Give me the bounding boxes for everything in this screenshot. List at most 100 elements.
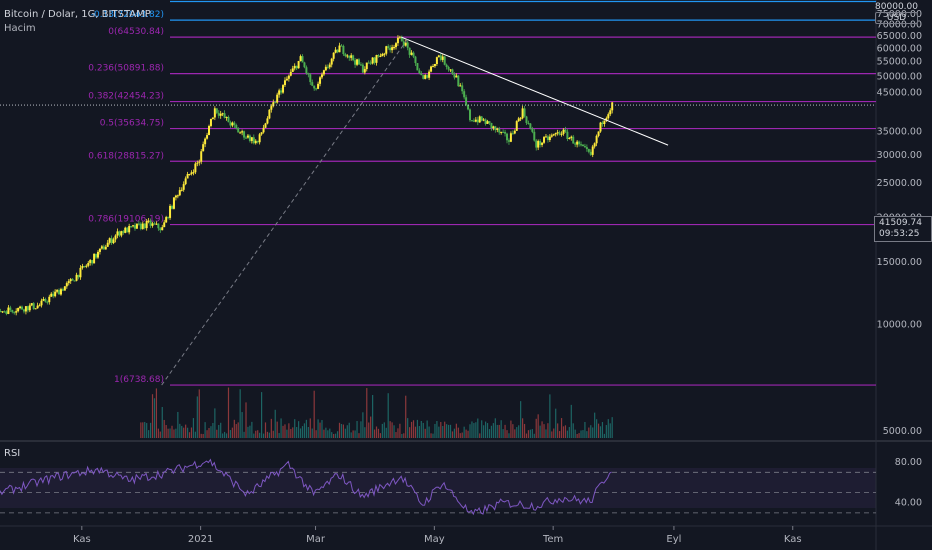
rsi-legend[interactable]: RSI bbox=[4, 448, 21, 459]
candle-body bbox=[206, 135, 209, 139]
volume-bar bbox=[588, 427, 590, 438]
candle-body bbox=[52, 293, 55, 297]
candle-body bbox=[488, 121, 491, 123]
volume-bar bbox=[169, 428, 171, 438]
volume-bar bbox=[173, 429, 175, 438]
volume-bar bbox=[520, 401, 522, 438]
volume-bar bbox=[149, 422, 152, 438]
candle-body bbox=[449, 69, 452, 71]
candle-body bbox=[474, 119, 477, 122]
candle-body bbox=[178, 190, 181, 196]
candle-body bbox=[141, 223, 144, 229]
candle-body bbox=[322, 70, 325, 75]
candle-body bbox=[126, 227, 129, 233]
candle-body bbox=[435, 57, 438, 64]
candle-body bbox=[583, 146, 586, 148]
candle-body bbox=[130, 226, 133, 228]
price-tick-label: 60000.00 bbox=[877, 43, 922, 54]
volume-bar bbox=[375, 426, 378, 438]
candle-body bbox=[371, 57, 374, 64]
candle-body bbox=[169, 205, 172, 218]
volume-bar bbox=[395, 432, 397, 438]
candle-body bbox=[375, 55, 378, 63]
price-tick-label: 25000.00 bbox=[877, 178, 922, 189]
candle-body bbox=[558, 132, 561, 135]
candle-body bbox=[344, 54, 347, 57]
candle-body bbox=[315, 88, 318, 90]
volume-bar bbox=[461, 432, 463, 438]
candle-body bbox=[416, 63, 419, 71]
volume-bar bbox=[473, 423, 475, 438]
volume-bar bbox=[338, 422, 341, 438]
candle-body bbox=[589, 151, 592, 155]
volume-bar bbox=[362, 412, 364, 438]
volume-bar bbox=[508, 433, 510, 438]
candle-body bbox=[550, 135, 553, 137]
volume-bar bbox=[490, 425, 493, 438]
candle-body bbox=[326, 66, 329, 68]
candle-body bbox=[248, 135, 251, 141]
volume-bar bbox=[208, 428, 210, 438]
volume-bar bbox=[407, 418, 409, 438]
fib-level-label: 0.618(28815.27) bbox=[88, 151, 164, 161]
volume-bar bbox=[342, 424, 345, 438]
volume-bar bbox=[418, 426, 420, 438]
candle-body bbox=[258, 134, 261, 143]
candle-body bbox=[531, 128, 534, 132]
volume-bar bbox=[518, 425, 520, 438]
candle-body bbox=[595, 135, 598, 144]
candle-body bbox=[285, 78, 288, 81]
candle-body bbox=[28, 305, 31, 311]
candle-body bbox=[71, 279, 74, 281]
price-tick-label: 15000.00 bbox=[877, 257, 922, 268]
volume-bar bbox=[444, 421, 446, 438]
volume-bar bbox=[484, 421, 487, 438]
volume-bar bbox=[303, 423, 306, 438]
candle-body bbox=[75, 274, 78, 281]
currency-button[interactable]: USD bbox=[875, 12, 918, 24]
volume-bar bbox=[607, 419, 609, 438]
volume-bar bbox=[446, 424, 448, 438]
candle-body bbox=[5, 311, 8, 314]
volume-bar bbox=[529, 429, 531, 438]
bar-countdown: 09:53:25 bbox=[879, 229, 920, 239]
volume-bar bbox=[167, 428, 169, 438]
candle-body bbox=[437, 55, 440, 58]
candle-body bbox=[254, 140, 257, 144]
volume-bar bbox=[465, 429, 467, 438]
candle-body bbox=[0, 310, 2, 313]
price-tick-label: 30000.00 bbox=[877, 150, 922, 161]
candle-body bbox=[330, 58, 333, 65]
volume-bar bbox=[379, 433, 382, 438]
candle-body bbox=[256, 140, 259, 143]
price-tick-label: 10000.00 bbox=[877, 319, 922, 330]
volume-bar bbox=[331, 432, 333, 438]
volume-bar bbox=[356, 420, 358, 438]
volume-bar bbox=[399, 423, 401, 438]
candle-body bbox=[110, 238, 113, 244]
candle-body bbox=[186, 174, 189, 179]
volume-bar bbox=[605, 425, 607, 438]
candle-body bbox=[469, 109, 472, 121]
candle-body bbox=[291, 68, 294, 72]
candle-body bbox=[521, 108, 524, 119]
candle-body bbox=[585, 147, 588, 150]
volume-bar bbox=[555, 408, 557, 438]
candles bbox=[0, 35, 614, 316]
last-price-badge: 41509.74 09:53:25 bbox=[874, 216, 932, 242]
time-axis-label: Eyl bbox=[666, 534, 681, 545]
candle-body bbox=[441, 56, 444, 60]
candle-body bbox=[96, 251, 99, 258]
candle-body bbox=[293, 65, 296, 69]
rsi-tick-label: 40.00 bbox=[895, 498, 922, 509]
candle-body bbox=[56, 290, 59, 292]
candle-body bbox=[274, 102, 277, 104]
candle-body bbox=[396, 37, 399, 44]
volume-bar bbox=[609, 423, 611, 438]
symbol-title[interactable]: Bitcoin / Dolar, 1G, BITSTAMP bbox=[4, 9, 151, 20]
candle-body bbox=[112, 239, 115, 244]
volume-legend[interactable]: Hacim bbox=[4, 23, 36, 34]
volume-bar bbox=[475, 422, 477, 438]
